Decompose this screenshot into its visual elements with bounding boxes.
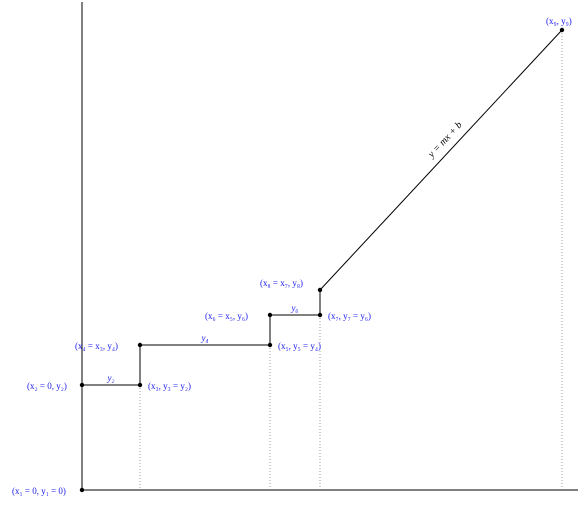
point-label: (x₇, y₇ = y₆) xyxy=(328,311,371,321)
data-point xyxy=(318,313,322,317)
step-label: y₂ xyxy=(106,373,114,383)
data-point xyxy=(318,288,322,292)
data-point xyxy=(268,343,272,347)
data-point xyxy=(138,343,142,347)
data-point xyxy=(560,28,564,32)
staircase-path xyxy=(82,30,562,490)
step-label: y₆ xyxy=(290,303,298,313)
point-label: (x₁ = 0, y₁ = 0) xyxy=(12,486,66,496)
point-label: (x₈ = x₇, y₈) xyxy=(260,278,303,288)
point-label: (x₄ = x₃, y₄) xyxy=(75,341,118,351)
point-label: (x₉, y₉) xyxy=(546,16,572,26)
data-point xyxy=(80,488,84,492)
point-label: (x₃, y₃ = y₂) xyxy=(148,381,191,391)
data-point xyxy=(268,313,272,317)
staircase-diagram: (x₁ = 0, y₁ = 0) (x₂ = 0, y₂) (x₃, y₃ = y₂… xyxy=(0,0,580,515)
point-label: (x₂ = 0, y₂) xyxy=(27,381,67,391)
point-label: (x₆ = x₅, y₆) xyxy=(205,311,248,321)
step-label: y₄ xyxy=(200,333,208,343)
point-label: (x₅, y₅ = y₄) xyxy=(278,341,321,351)
data-point xyxy=(138,383,142,387)
data-point xyxy=(80,383,84,387)
